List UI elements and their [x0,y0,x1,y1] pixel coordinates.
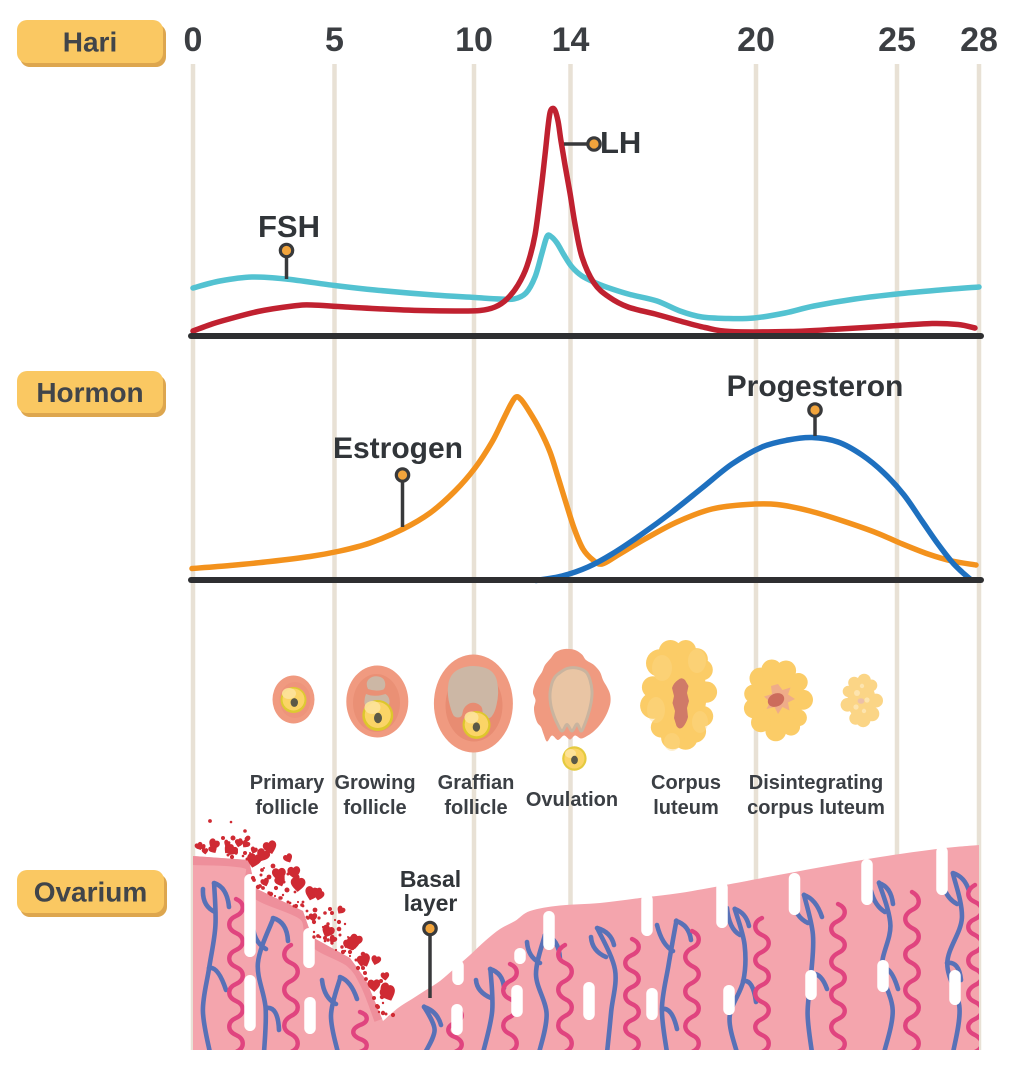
svg-text:Growing: Growing [334,772,415,794]
svg-text:Estrogen: Estrogen [333,432,463,465]
svg-text:follicle: follicle [255,797,318,819]
svg-text:Hari: Hari [63,27,117,58]
svg-text:10: 10 [455,21,493,59]
svg-text:Progesteron: Progesteron [727,370,904,403]
svg-text:0: 0 [184,21,203,59]
svg-text:14: 14 [552,21,590,59]
svg-text:layer: layer [404,890,458,916]
svg-text:luteum: luteum [653,797,719,819]
svg-text:follicle: follicle [444,797,507,819]
svg-text:28: 28 [960,21,998,59]
svg-text:Corpus: Corpus [651,772,721,794]
svg-text:FSH: FSH [258,209,320,244]
svg-text:Basal: Basal [400,866,461,892]
svg-text:5: 5 [325,21,344,59]
svg-text:Graffian: Graffian [438,772,515,794]
svg-text:20: 20 [737,21,775,59]
svg-text:Hormon: Hormon [36,377,143,408]
svg-text:Ovulation: Ovulation [526,789,618,811]
svg-text:follicle: follicle [343,797,406,819]
svg-text:25: 25 [878,21,916,59]
svg-text:Ovarium: Ovarium [34,877,148,908]
svg-text:Primary: Primary [250,772,325,794]
svg-text:LH: LH [600,125,641,160]
svg-text:Disintegrating: Disintegrating [749,772,883,794]
svg-text:corpus luteum: corpus luteum [747,797,885,819]
